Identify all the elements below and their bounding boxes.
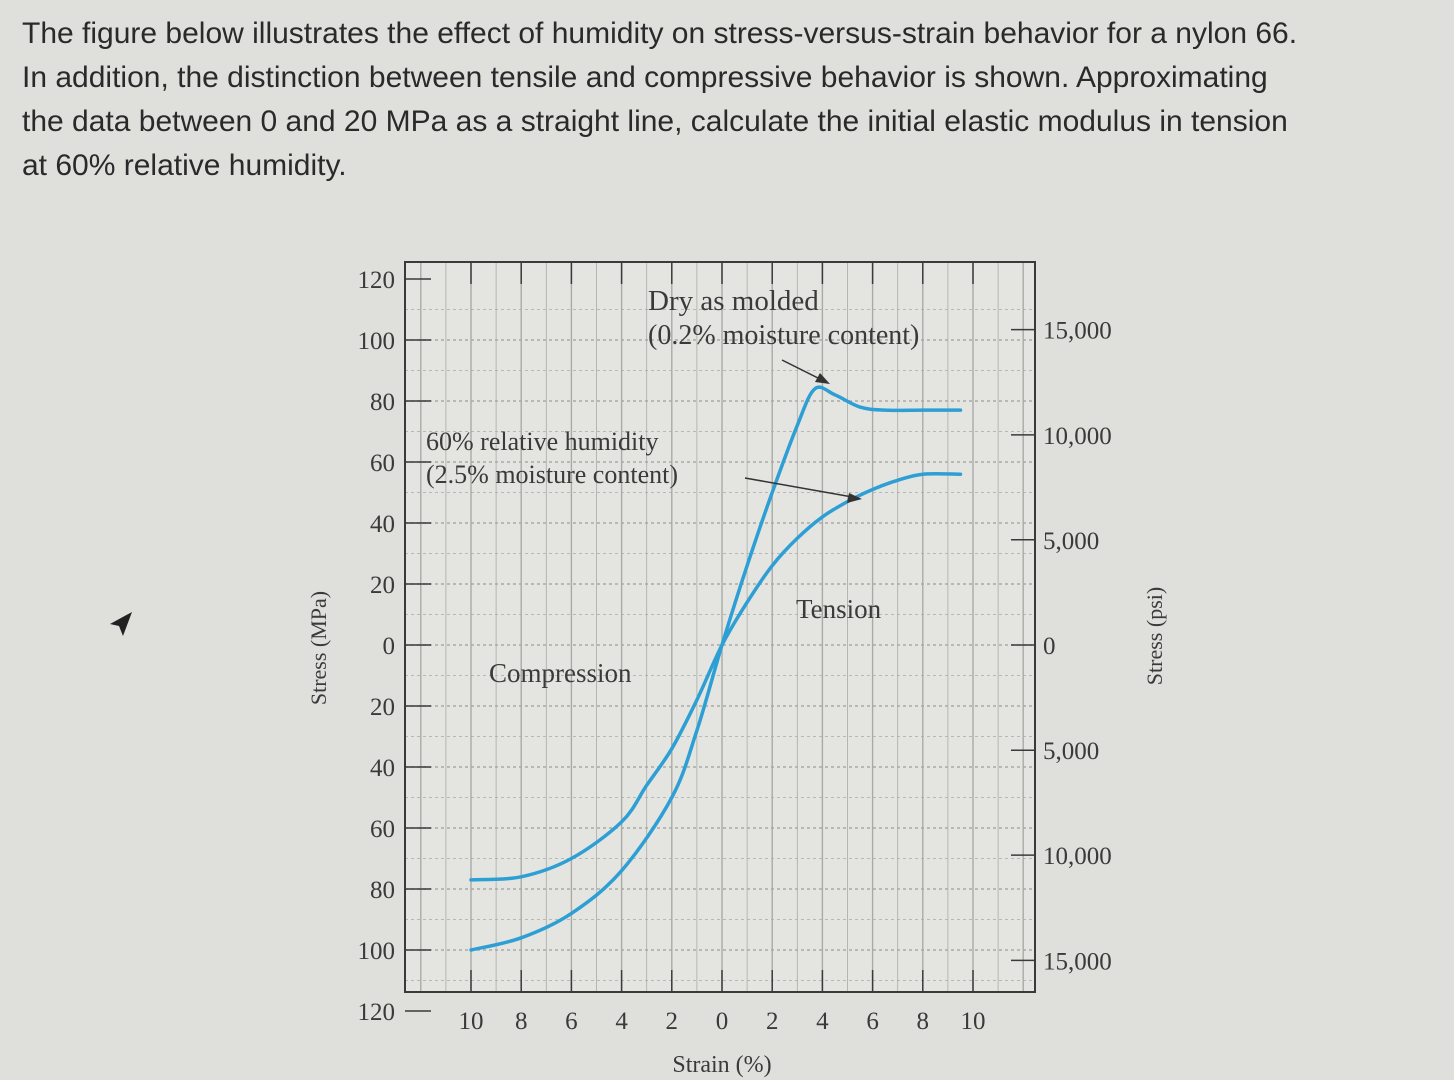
x-tick-label: 2 bbox=[766, 1008, 779, 1035]
humid-annotation-arrowhead bbox=[847, 493, 862, 503]
y-tick-label-right: 10,000 bbox=[1043, 843, 1112, 870]
x-tick-label: 4 bbox=[816, 1008, 829, 1035]
y-tick-label-right: 5,000 bbox=[1043, 528, 1099, 555]
y-tick-label-left: 40 bbox=[370, 755, 395, 782]
y-tick-label-left: 60 bbox=[370, 816, 395, 843]
question-text: The figure below illustrates the effect … bbox=[22, 12, 1442, 188]
x-tick-label: 6 bbox=[565, 1008, 578, 1035]
x-tick-label: 6 bbox=[866, 1008, 879, 1035]
y-tick-label-right: 15,000 bbox=[1043, 318, 1112, 345]
y-tick-label-left: 20 bbox=[370, 572, 395, 599]
humid-label-line-1: 60% relative humidity bbox=[426, 427, 659, 456]
question-line-2: In addition, the distinction between ten… bbox=[22, 61, 1268, 94]
y-tick-label-left: 120 bbox=[358, 999, 396, 1026]
x-tick-label: 10 bbox=[459, 1008, 484, 1035]
y-tick-label-right: 5,000 bbox=[1043, 738, 1099, 765]
x-tick-label: 8 bbox=[515, 1008, 528, 1035]
y-tick-label-left: 80 bbox=[370, 877, 395, 904]
chart-ticks: 1201008060402002040608010012015,00010,00… bbox=[358, 262, 1112, 1035]
chart-curves bbox=[469, 385, 963, 952]
y-axis-label-right: Stress (psi) bbox=[1142, 587, 1167, 685]
compression-label: Compression bbox=[489, 658, 632, 688]
y-tick-label-right: 10,000 bbox=[1043, 423, 1112, 450]
humid-annotation-arrow bbox=[744, 477, 859, 499]
y-tick-label-right: 15,000 bbox=[1043, 948, 1112, 975]
x-tick-label: 8 bbox=[917, 1008, 930, 1035]
dry-annotation-arrowhead bbox=[815, 373, 830, 384]
y-tick-label-left: 120 bbox=[358, 267, 396, 294]
y-tick-label-left: 40 bbox=[370, 511, 395, 538]
dry-label-line-2: (0.2% moisture content) bbox=[648, 320, 919, 351]
question-line-4: at 60% relative humidity. bbox=[22, 149, 347, 182]
series-line-dry bbox=[469, 385, 963, 952]
y-tick-label-left: 80 bbox=[370, 389, 395, 416]
series-line-humid bbox=[469, 472, 963, 882]
y-tick-label-left: 20 bbox=[370, 694, 395, 721]
x-tick-label: 10 bbox=[961, 1008, 986, 1035]
y-tick-label-left: 0 bbox=[383, 633, 396, 660]
x-tick-label: 4 bbox=[615, 1008, 628, 1035]
question-line-1: The figure below illustrates the effect … bbox=[22, 17, 1298, 50]
y-axis-label-left: Stress (MPa) bbox=[306, 591, 331, 705]
x-tick-label: 0 bbox=[716, 1008, 729, 1035]
tension-label: Tension bbox=[796, 594, 882, 624]
x-axis-label: Strain (%) bbox=[672, 1052, 771, 1078]
humid-label-line-2: (2.5% moisture content) bbox=[426, 460, 678, 489]
chart-grid bbox=[405, 262, 1035, 992]
y-tick-label-right: 0 bbox=[1043, 633, 1056, 660]
plot-background bbox=[405, 262, 1035, 992]
arrow-pointer-icon bbox=[110, 612, 132, 636]
dry-label-line-1: Dry as molded bbox=[648, 285, 819, 317]
x-tick-label: 2 bbox=[666, 1008, 679, 1035]
question-line-3: the data between 0 and 20 MPa as a strai… bbox=[22, 105, 1288, 138]
y-tick-label-left: 100 bbox=[358, 938, 396, 965]
y-tick-label-left: 60 bbox=[370, 450, 395, 477]
y-tick-label-left: 100 bbox=[358, 328, 396, 355]
plot-frame bbox=[404, 261, 1036, 993]
